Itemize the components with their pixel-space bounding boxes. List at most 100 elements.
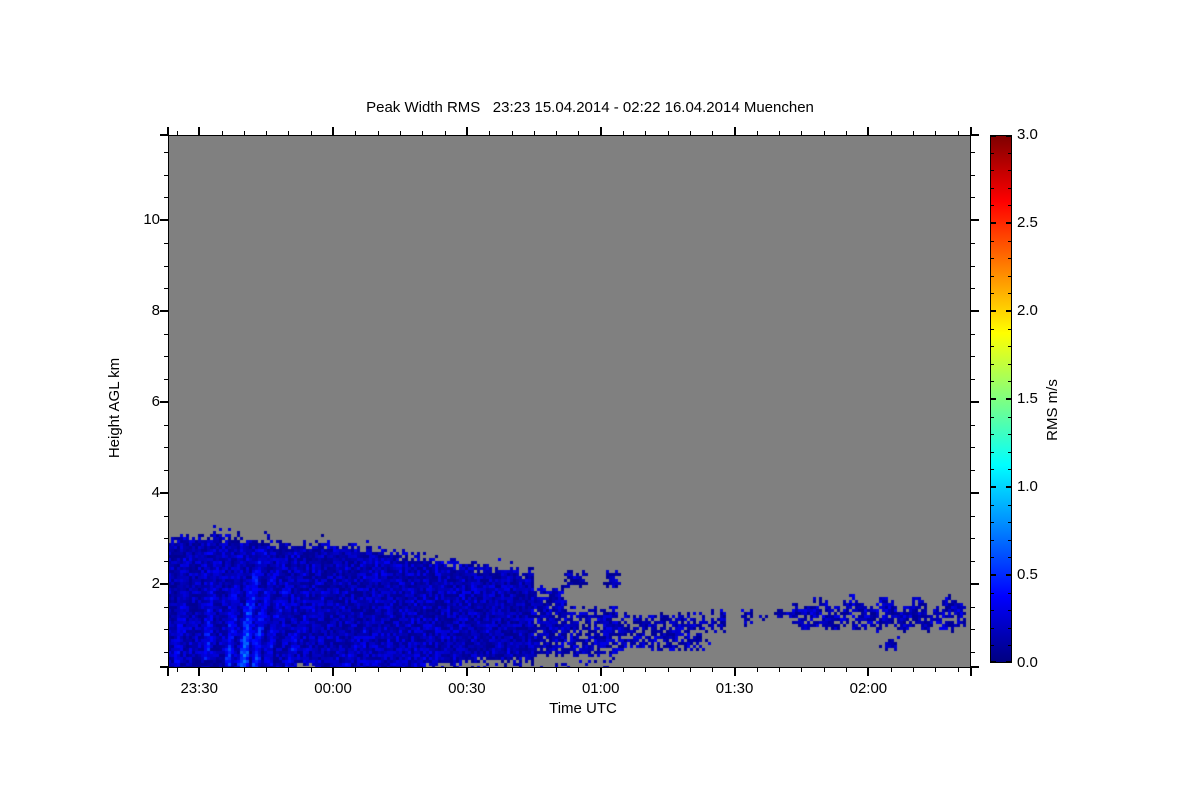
- tick-mark: [177, 131, 178, 135]
- tick-mark: [824, 668, 825, 672]
- tick-mark: [355, 131, 356, 135]
- tick-mark: [971, 175, 975, 176]
- tick-mark: [913, 668, 914, 672]
- tick-mark: [935, 668, 936, 672]
- tick-mark: [1008, 505, 1011, 506]
- tick-mark: [991, 522, 994, 523]
- tick-mark: [534, 668, 535, 672]
- tick-mark: [991, 434, 994, 435]
- tick-mark: [445, 131, 446, 135]
- tick-mark: [1006, 398, 1011, 400]
- tick-mark: [512, 131, 513, 135]
- tick-mark: [991, 170, 994, 171]
- tick-mark: [891, 131, 892, 135]
- tick-mark: [600, 668, 602, 676]
- tick-mark: [1008, 557, 1011, 558]
- tick-mark: [991, 381, 994, 382]
- tick-mark: [400, 668, 401, 672]
- tick-mark: [971, 219, 979, 221]
- tick-mark: [266, 131, 267, 135]
- tick-mark: [971, 666, 979, 668]
- tick-mark: [991, 486, 996, 488]
- y-tick-label: 4: [151, 483, 160, 501]
- tick-mark: [734, 668, 736, 676]
- tick-mark: [534, 131, 535, 135]
- tick-mark: [160, 583, 168, 585]
- tick-mark: [198, 127, 200, 135]
- tick-mark: [288, 668, 289, 672]
- tick-mark: [422, 668, 423, 672]
- tick-mark: [846, 668, 847, 672]
- tick-mark: [991, 153, 994, 154]
- tick-mark: [1008, 188, 1011, 189]
- tick-mark: [1008, 417, 1011, 418]
- tick-mark: [311, 668, 312, 672]
- tick-mark: [164, 288, 168, 289]
- tick-mark: [801, 668, 802, 672]
- tick-mark: [164, 629, 168, 630]
- tick-mark: [991, 661, 996, 663]
- tick-mark: [971, 243, 975, 244]
- tick-mark: [824, 131, 825, 135]
- tick-mark: [378, 668, 379, 672]
- tick-mark: [757, 131, 758, 135]
- tick-mark: [991, 293, 994, 294]
- chart-title: Peak Width RMS 23:23 15.04.2014 - 02:22 …: [366, 99, 814, 116]
- tick-mark: [160, 134, 168, 136]
- tick-mark: [160, 401, 168, 403]
- tick-mark: [177, 668, 178, 672]
- tick-mark: [1008, 293, 1011, 294]
- colorbar-tick-label: 2.0: [1017, 302, 1038, 319]
- tick-mark: [167, 127, 169, 135]
- tick-mark: [445, 668, 446, 672]
- tick-mark: [1006, 135, 1011, 137]
- tick-mark: [623, 668, 624, 672]
- tick-mark: [970, 668, 972, 676]
- tick-mark: [991, 222, 996, 224]
- tick-mark: [971, 310, 979, 312]
- tick-mark: [971, 379, 975, 380]
- tick-mark: [971, 334, 975, 335]
- tick-mark: [164, 538, 168, 539]
- tick-mark: [712, 668, 713, 672]
- tick-mark: [991, 364, 994, 365]
- colorbar-tick-label: 0.5: [1017, 566, 1038, 583]
- x-tick-label: 02:00: [849, 680, 888, 697]
- tick-mark: [971, 134, 979, 136]
- tick-mark: [971, 197, 975, 198]
- tick-mark: [164, 152, 168, 153]
- tick-mark: [712, 131, 713, 135]
- tick-mark: [645, 131, 646, 135]
- tick-mark: [1008, 593, 1011, 594]
- tick-mark: [1006, 486, 1011, 488]
- tick-mark: [378, 131, 379, 135]
- tick-mark: [1008, 258, 1011, 259]
- tick-mark: [1008, 364, 1011, 365]
- tick-mark: [958, 668, 959, 672]
- tick-mark: [244, 131, 245, 135]
- tick-mark: [971, 447, 975, 448]
- tick-mark: [867, 668, 869, 676]
- tick-mark: [332, 668, 334, 676]
- y-tick-label: 10: [143, 211, 160, 229]
- tick-mark: [867, 127, 869, 135]
- tick-mark: [971, 561, 975, 562]
- colorbar-tick-label: 1.5: [1017, 390, 1038, 407]
- tick-mark: [400, 131, 401, 135]
- tick-mark: [991, 276, 994, 277]
- colorbar-tick-label: 2.5: [1017, 214, 1038, 231]
- tick-mark: [1008, 205, 1011, 206]
- tick-mark: [422, 131, 423, 135]
- tick-mark: [623, 131, 624, 135]
- heatmap-canvas: [168, 135, 971, 668]
- y-tick-label: 2: [151, 574, 160, 592]
- tick-mark: [991, 452, 994, 453]
- tick-mark: [971, 538, 975, 539]
- y-tick-label: 6: [151, 392, 160, 410]
- x-tick-label: 01:00: [581, 680, 620, 697]
- tick-mark: [1008, 610, 1011, 611]
- tick-mark: [971, 266, 975, 267]
- tick-mark: [1008, 452, 1011, 453]
- tick-mark: [160, 310, 168, 312]
